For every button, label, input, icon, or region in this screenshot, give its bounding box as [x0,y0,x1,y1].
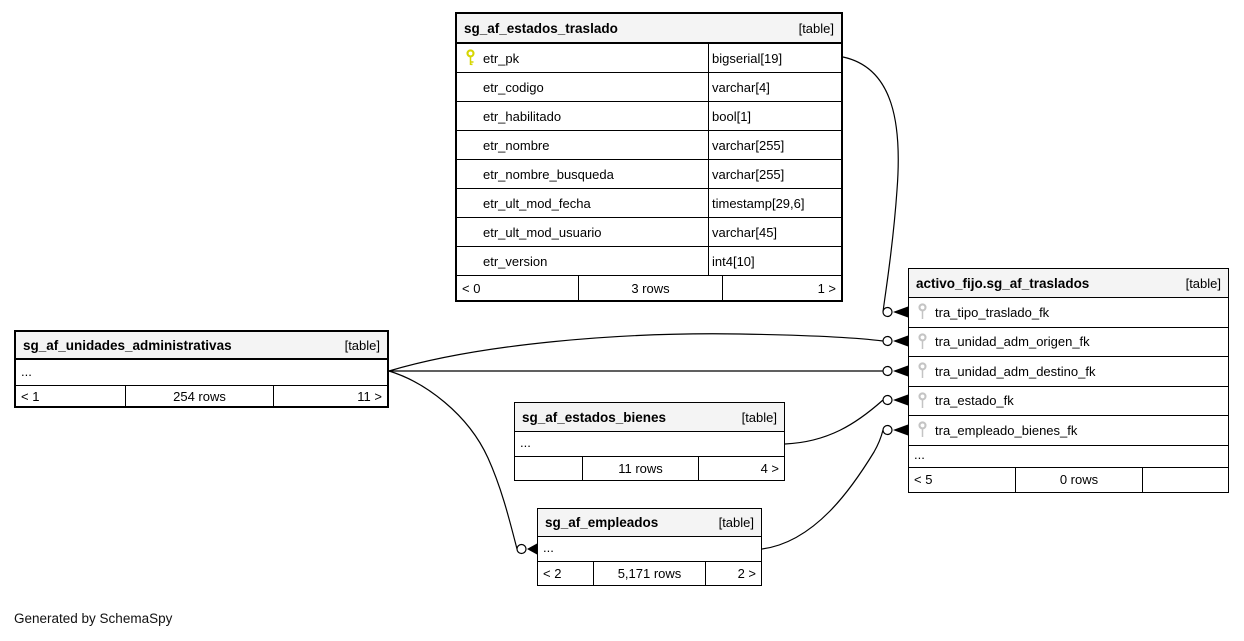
column-row: etr_version int4[10] [457,247,841,276]
column-row: etr_ult_mod_fecha timestamp[29,6] [457,189,841,218]
column-name: etr_nombre [483,137,550,153]
parents-count [1142,467,1228,492]
relationship-line-unidades-to-origen [388,333,884,372]
column-row: etr_ult_mod_usuario varchar[45] [457,218,841,247]
foreign-key-icon [909,333,935,351]
table-node-activo-fijo-sg-af-traslados[interactable]: activo_fijo.sg_af_traslados [table] tra_… [908,268,1229,493]
column-type: varchar[255] [708,131,841,159]
table-stats-footer: < 2 5,171 rows 2 > [538,562,761,585]
column-row: etr_nombre_busqueda varchar[255] [457,160,841,189]
column-row: tra_unidad_adm_destino_fk [909,357,1228,387]
parents-count: 2 > [705,562,761,585]
column-row: etr_codigo varchar[4] [457,73,841,102]
table-name: sg_af_unidades_administrativas [23,337,232,353]
row-count: 5,171 rows [593,562,705,585]
hidden-columns-ellipsis: ... [16,360,387,386]
column-name: tra_unidad_adm_origen_fk [935,334,1090,350]
table-tag: [table] [344,337,380,353]
children-count [515,457,582,480]
parents-count: 4 > [698,457,784,480]
foreign-key-icon [909,392,935,410]
relationship-line-unidades-to-empleados [388,370,518,550]
column-type: bool[1] [708,102,841,130]
children-count: < 5 [914,472,933,488]
column-type: varchar[255] [708,160,841,188]
column-name: tra_empleado_bienes_fk [935,422,1078,438]
column-name: tra_tipo_traslado_fk [935,304,1050,320]
table-tag: [table] [718,515,754,530]
relationship-line-estados-bienes-to-estado [784,399,884,445]
primary-key-icon [457,49,483,67]
table-header[interactable]: sg_af_estados_traslado [table] [457,14,841,44]
crow-odot-endpoint-icon [882,365,908,377]
column-row: tra_empleado_bienes_fk [909,416,1228,446]
column-type: varchar[4] [708,73,841,101]
table-name: activo_fijo.sg_af_traslados [916,275,1090,291]
table-tag: [table] [1185,275,1221,291]
column-name: tra_estado_fk [935,393,1014,409]
crow-odot-endpoint-icon [882,424,908,436]
relationship-line-etr-pk-to-tipo-traslado [842,56,899,313]
table-header[interactable]: activo_fijo.sg_af_traslados [table] [909,269,1228,298]
children-count: < 0 [462,280,481,296]
table-header[interactable]: sg_af_unidades_administrativas [table] [16,332,387,360]
table-node-sg-af-empleados[interactable]: sg_af_empleados [table] ... < 2 5,171 ro… [537,508,762,586]
children-count: < 2 [543,566,562,581]
foreign-key-icon [909,362,935,380]
table-header[interactable]: sg_af_estados_bienes [table] [515,403,784,432]
table-name: sg_af_estados_bienes [522,409,667,425]
foreign-key-icon [909,421,935,439]
column-row: etr_habilitado bool[1] [457,102,841,131]
hidden-columns-ellipsis: ... [538,537,761,562]
hidden-columns-ellipsis: ... [909,446,1228,468]
row-count: 11 rows [582,457,698,480]
table-name: sg_af_estados_traslado [464,20,618,36]
parents-count: 1 > [722,276,841,300]
column-row: etr_pk bigserial[19] [457,44,841,73]
generated-by-note: Generated by SchemaSpy [14,611,173,626]
column-name: etr_nombre_busqueda [483,166,614,182]
table-stats-footer: < 0 3 rows 1 > [457,276,841,300]
column-row: tra_unidad_adm_origen_fk [909,328,1228,357]
column-name: etr_codigo [483,79,544,95]
table-name: sg_af_empleados [545,515,659,530]
column-type: int4[10] [708,247,841,275]
row-count: 254 rows [125,386,273,406]
table-stats-footer: 11 rows 4 > [515,457,784,480]
column-type: bigserial[19] [708,44,841,72]
table-tag: [table] [741,409,777,425]
table-node-sg-af-estados-traslado[interactable]: sg_af_estados_traslado [table] etr_pk bi… [455,12,843,302]
crow-odot-endpoint-icon [516,543,537,555]
column-row: tra_estado_fk [909,387,1228,416]
column-type: timestamp[29,6] [708,189,841,217]
hidden-columns-ellipsis: ... [515,432,784,457]
crow-odot-endpoint-icon [882,394,908,406]
table-stats-footer: < 1 254 rows 11 > [16,386,387,406]
column-name: etr_pk [483,50,520,66]
table-tag: [table] [798,20,834,36]
column-name: etr_version [483,253,548,269]
relationship-line-empleados-to-empleado-bienes [761,429,884,550]
column-row: tra_tipo_traslado_fk [909,298,1228,328]
children-count: < 1 [21,388,40,404]
row-count: 3 rows [578,276,722,300]
crow-odot-endpoint-icon [882,335,908,347]
table-header[interactable]: sg_af_empleados [table] [538,509,761,537]
table-stats-footer: < 5 0 rows [909,467,1228,492]
parents-count: 11 > [273,386,387,406]
column-name: etr_ult_mod_fecha [483,195,591,211]
column-type: varchar[45] [708,218,841,246]
column-name: etr_habilitado [483,108,562,124]
row-count: 0 rows [1015,467,1142,492]
foreign-key-icon [909,303,935,321]
column-row: etr_nombre varchar[255] [457,131,841,160]
table-node-sg-af-unidades-administrativas[interactable]: sg_af_unidades_administrativas [table] .… [14,330,389,408]
connector-endpoint-markers [516,306,908,555]
column-name: tra_unidad_adm_destino_fk [935,363,1096,379]
crow-odot-endpoint-icon [882,306,908,318]
table-node-sg-af-estados-bienes[interactable]: sg_af_estados_bienes [table] ... 11 rows… [514,402,785,481]
column-name: etr_ult_mod_usuario [483,224,602,240]
